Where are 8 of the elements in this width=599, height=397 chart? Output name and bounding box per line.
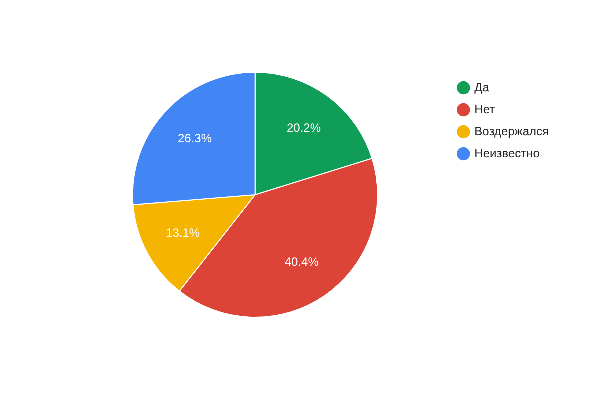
legend-label: Неизвестно [474, 146, 540, 160]
legend-label: Нет [474, 102, 496, 116]
legend-label: Да [474, 80, 490, 94]
data-label: 26.3% [178, 132, 212, 146]
data-label: 20.2% [286, 121, 322, 136]
data-label: 40.4% [284, 254, 320, 269]
data-label: 13.1% [166, 226, 200, 240]
legend-label: Воздержался [474, 124, 550, 138]
